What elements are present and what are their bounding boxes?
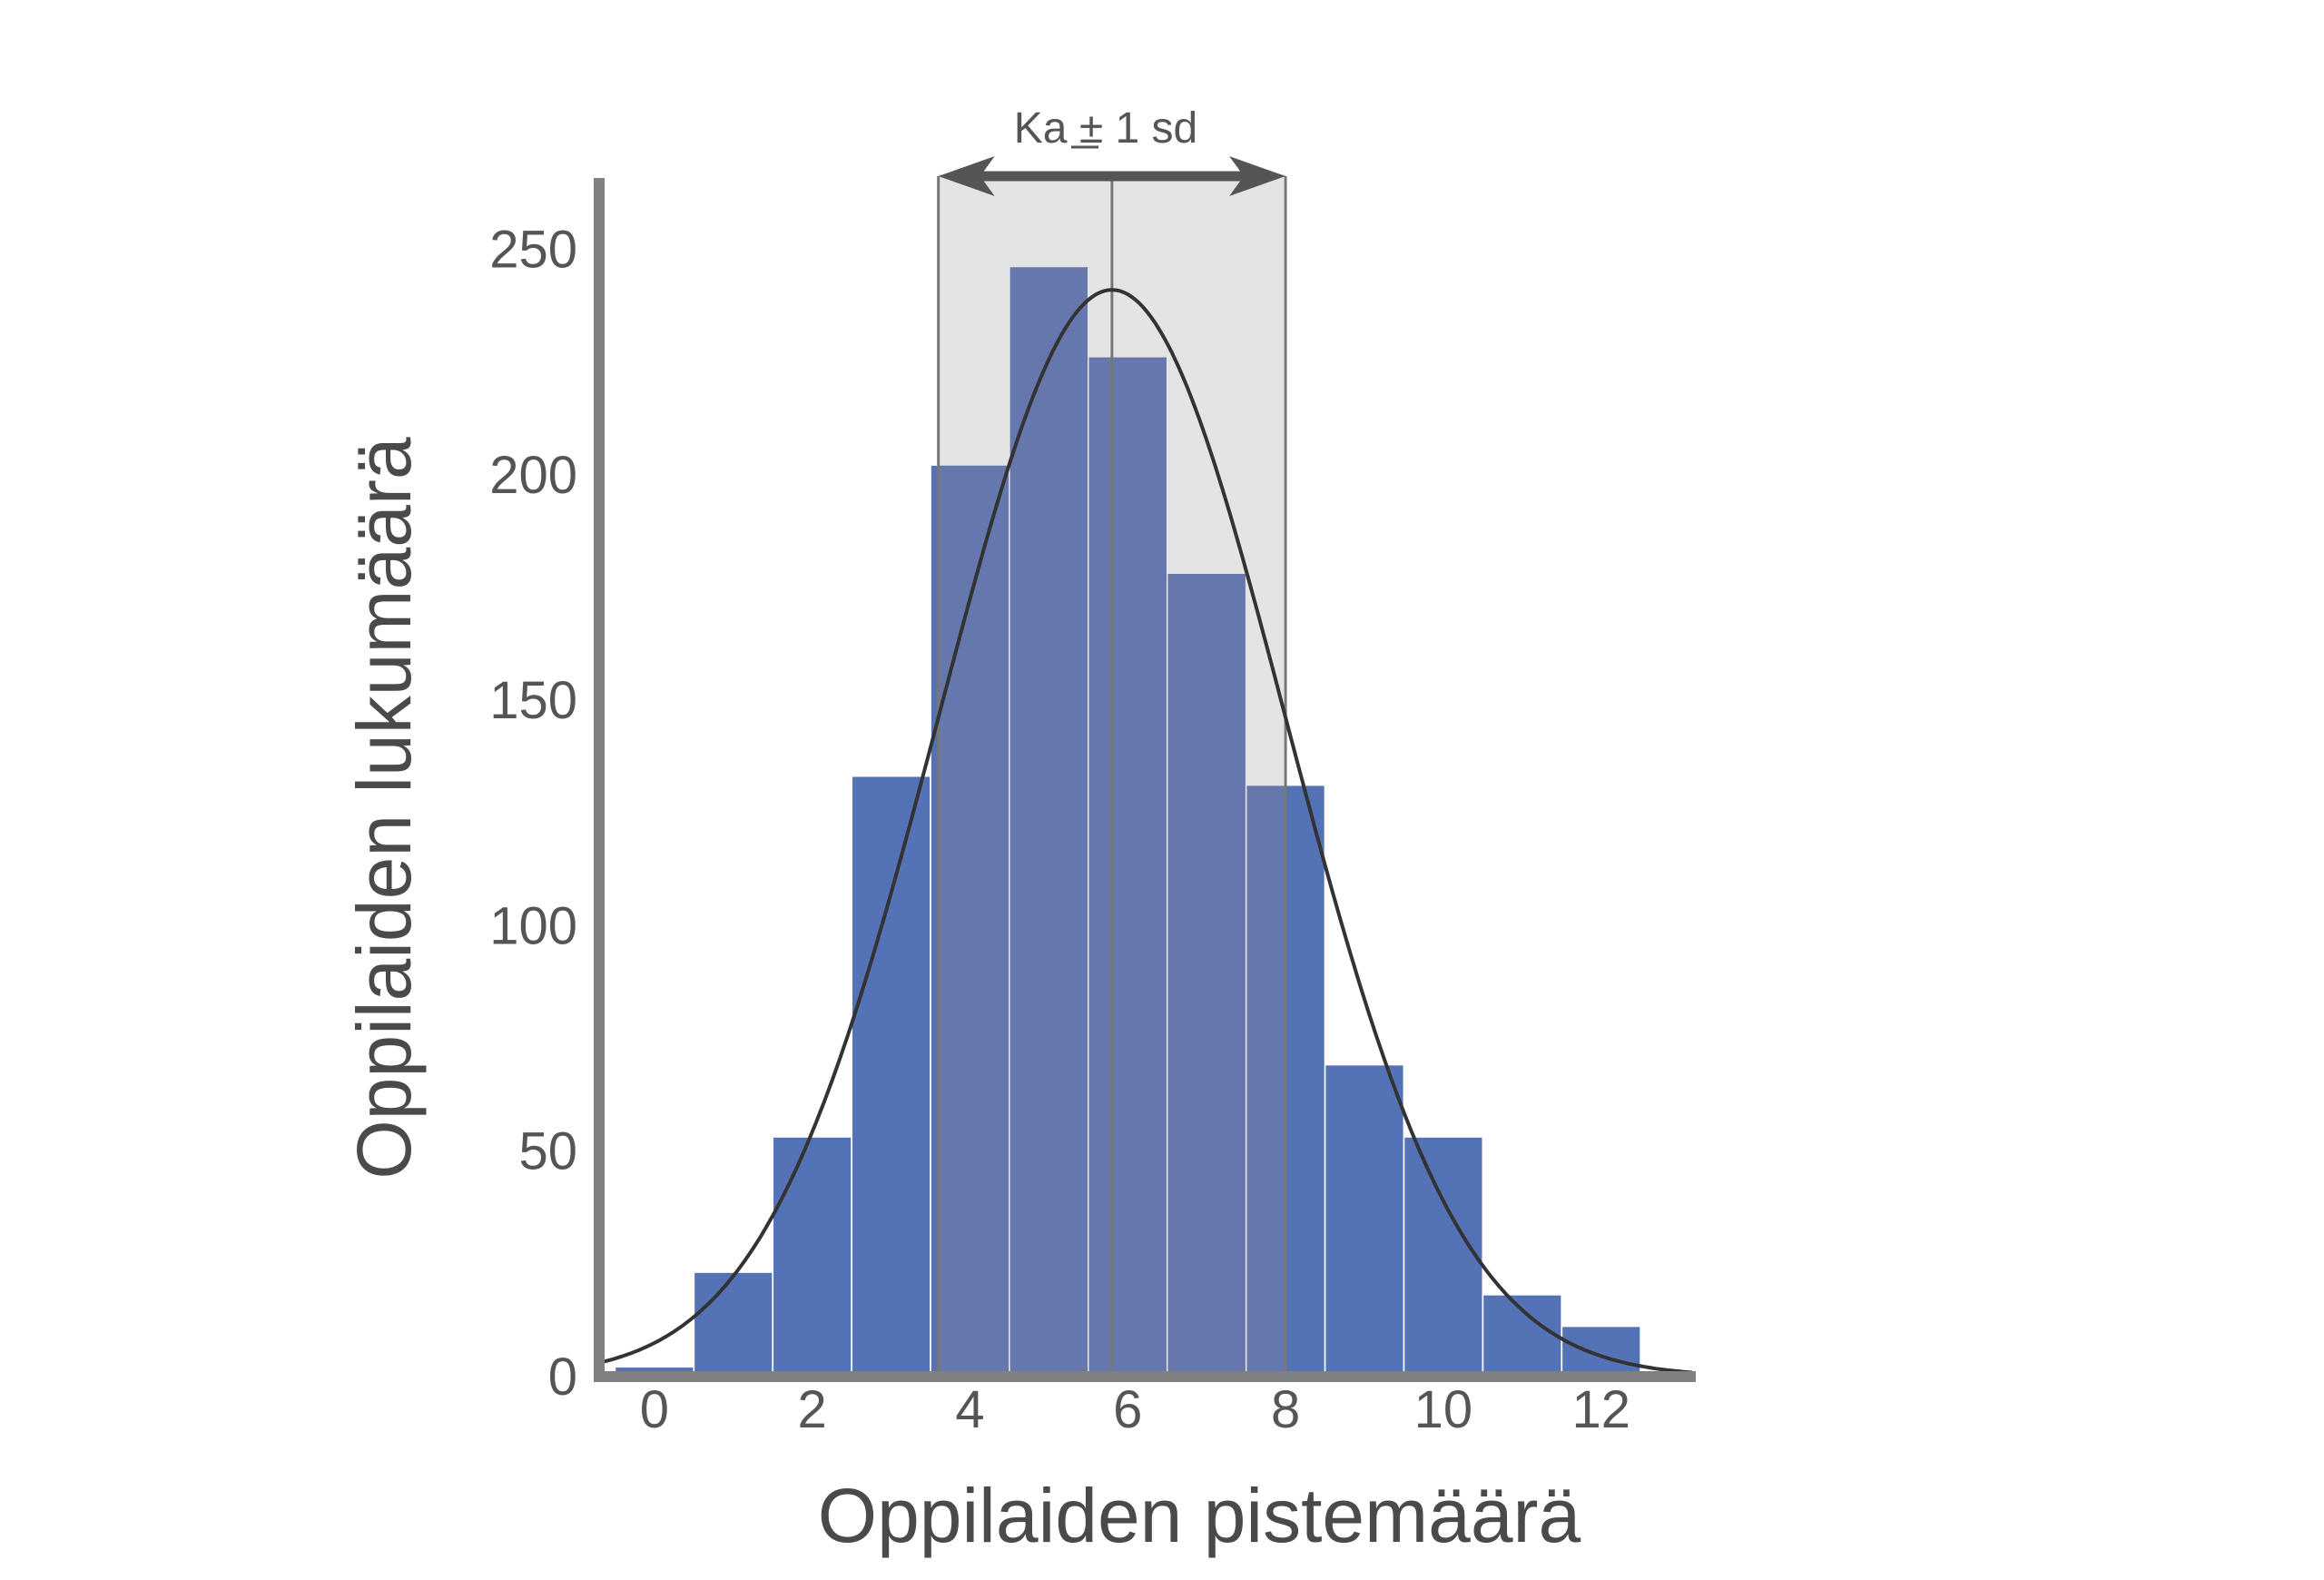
histogram-bar <box>852 776 931 1377</box>
x-tick-label: 2 <box>798 1380 827 1439</box>
histogram-bar <box>1562 1327 1640 1377</box>
x-axis-title: Oppilaiden pistemäärä <box>818 1473 1581 1558</box>
y-tick-label: 150 <box>489 671 577 730</box>
x-tick-label: 10 <box>1414 1380 1473 1439</box>
x-tick-label: 8 <box>1271 1380 1300 1439</box>
histogram-bar-band-overlap <box>1246 785 1286 1377</box>
y-tick-label: 200 <box>489 446 577 505</box>
sd-arrow-right-head <box>1229 156 1286 196</box>
histogram-bar <box>1325 1065 1403 1377</box>
x-tick-label: 6 <box>1113 1380 1142 1439</box>
histogram-bar <box>773 1137 852 1377</box>
histogram-bar-band-overlap <box>938 465 1009 1377</box>
histogram-bar-band-overlap <box>1088 357 1167 1377</box>
y-axis-title: Oppilaiden lukumäärä <box>341 437 427 1179</box>
y-tick-label: 250 <box>489 220 577 279</box>
y-tick-label: 100 <box>489 896 577 955</box>
y-tick-label: 0 <box>548 1348 577 1407</box>
band-lines-layer <box>937 145 1287 1377</box>
bars-layer <box>615 267 1640 1377</box>
histogram-bar <box>694 1272 773 1377</box>
sd-annotation-label: Ka ± 1 sd <box>1014 104 1197 153</box>
histogram-bar-band-overlap <box>1167 574 1246 1377</box>
x-tick-label: 4 <box>955 1380 984 1439</box>
normal-curve <box>602 288 1692 1375</box>
x-tick-label: 12 <box>1571 1380 1630 1439</box>
tick-labels-layer: 0 2 4 6 8 10 12 0 50 100 150 200 250 <box>489 220 1630 1439</box>
x-tick-label: 0 <box>640 1380 669 1439</box>
histogram-bar <box>1404 1137 1482 1377</box>
histogram-bar-band-overlap <box>1009 267 1088 1377</box>
curve-layer <box>602 288 1692 1375</box>
y-tick-label: 50 <box>518 1122 577 1181</box>
sd-arrow-left-head <box>938 156 995 196</box>
axes-layer <box>594 178 1696 1382</box>
